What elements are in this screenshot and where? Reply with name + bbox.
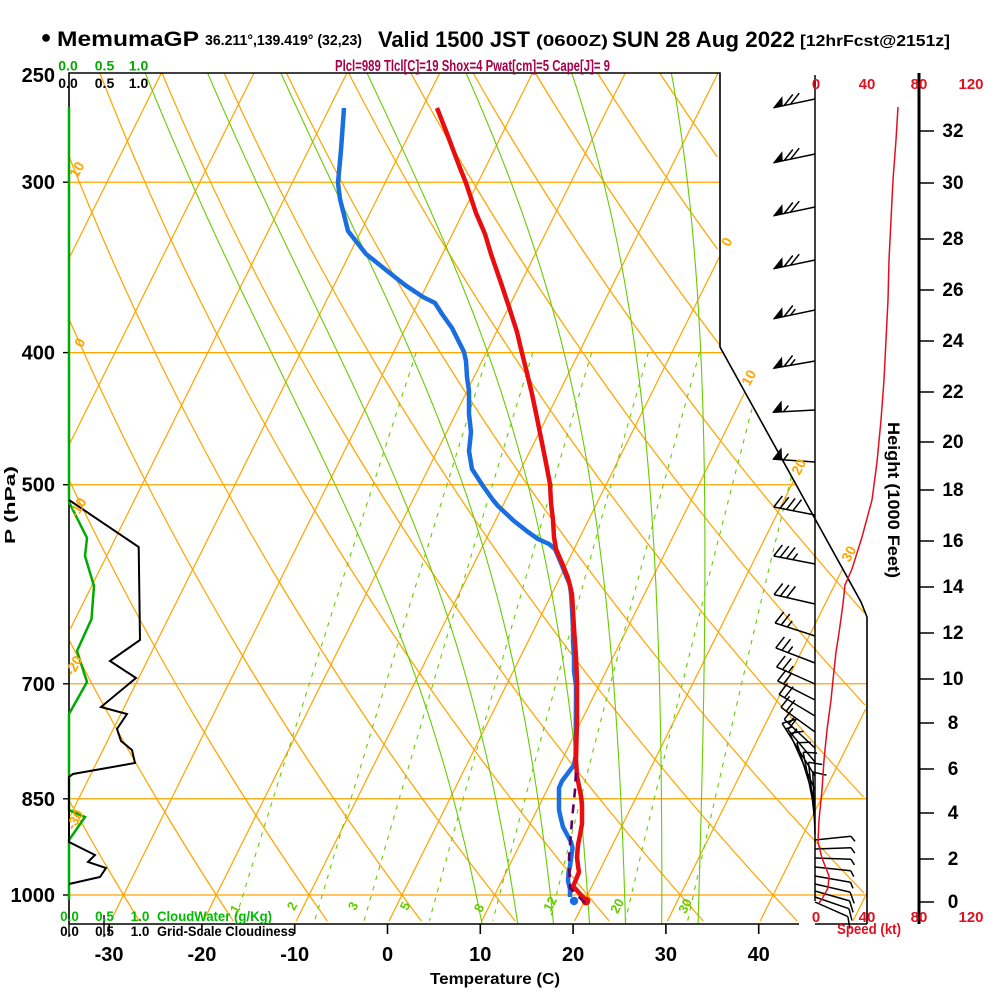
svg-text:0.0: 0.0 bbox=[58, 58, 78, 74]
svg-text:SUN 28 Aug 2022: SUN 28 Aug 2022 bbox=[612, 27, 795, 52]
svg-text:16: 16 bbox=[942, 531, 963, 552]
svg-text:26: 26 bbox=[942, 280, 963, 301]
svg-text:1.0: 1.0 bbox=[129, 58, 149, 74]
svg-text:0: 0 bbox=[812, 909, 820, 926]
svg-text:(0600Z): (0600Z) bbox=[536, 33, 608, 50]
svg-text:-30: -30 bbox=[95, 944, 124, 966]
svg-text:12: 12 bbox=[540, 894, 560, 914]
svg-text:22: 22 bbox=[942, 382, 963, 403]
svg-text:P (hPa): P (hPa) bbox=[2, 466, 19, 544]
svg-text:1.0: 1.0 bbox=[131, 924, 150, 939]
svg-text:700: 700 bbox=[22, 674, 55, 696]
svg-text:300: 300 bbox=[22, 172, 55, 194]
svg-text:-10: -10 bbox=[280, 944, 309, 966]
svg-text:24: 24 bbox=[942, 331, 964, 352]
svg-text:40: 40 bbox=[859, 76, 876, 93]
svg-text:20: 20 bbox=[942, 432, 963, 453]
svg-text:250: 250 bbox=[22, 65, 55, 87]
svg-text:80: 80 bbox=[911, 909, 928, 926]
svg-text:30: 30 bbox=[942, 173, 963, 194]
svg-text:10: 10 bbox=[66, 159, 88, 181]
svg-text:MemumaGP: MemumaGP bbox=[57, 28, 199, 51]
svg-text:40: 40 bbox=[748, 944, 770, 966]
svg-text:6: 6 bbox=[948, 759, 959, 780]
svg-text:8: 8 bbox=[948, 713, 959, 734]
svg-text:0.5: 0.5 bbox=[95, 909, 114, 924]
svg-text:[12hrFcst@2151z]: [12hrFcst@2151z] bbox=[800, 33, 950, 50]
svg-text:0.0: 0.0 bbox=[60, 924, 79, 939]
svg-text:36.211°,139.419° (32,23): 36.211°,139.419° (32,23) bbox=[205, 33, 362, 49]
svg-text:400: 400 bbox=[22, 343, 55, 365]
svg-text:10: 10 bbox=[469, 944, 491, 966]
svg-text:2: 2 bbox=[948, 849, 959, 870]
svg-text:120: 120 bbox=[958, 909, 983, 926]
svg-text:500: 500 bbox=[22, 475, 55, 497]
svg-text:Temperature (C): Temperature (C) bbox=[430, 971, 560, 988]
svg-text:4: 4 bbox=[948, 803, 959, 824]
svg-text:80: 80 bbox=[911, 76, 928, 93]
svg-text:Height (1000 Feet): Height (1000 Feet) bbox=[884, 422, 903, 578]
svg-text:0: 0 bbox=[382, 944, 393, 966]
svg-text:0.5: 0.5 bbox=[95, 75, 115, 91]
svg-text:Grid-Scale Cloudiness: Grid-Scale Cloudiness bbox=[157, 924, 295, 939]
svg-text:Valid 1500 JST: Valid 1500 JST bbox=[378, 27, 531, 52]
svg-text:850: 850 bbox=[22, 789, 55, 811]
svg-text:30: 30 bbox=[655, 944, 677, 966]
svg-text:20: 20 bbox=[607, 896, 627, 916]
svg-text:1.0: 1.0 bbox=[131, 909, 150, 924]
svg-text:Plcl=989 Tlcl[C]=19 Shox=4 Pwa: Plcl=989 Tlcl[C]=19 Shox=4 Pwat[cm]=5 Ca… bbox=[335, 58, 610, 75]
svg-text:0: 0 bbox=[948, 892, 959, 913]
svg-text:20: 20 bbox=[562, 944, 584, 966]
svg-text:CloudWater (g/Kg): CloudWater (g/Kg) bbox=[157, 909, 272, 924]
svg-text:Speed (kt): Speed (kt) bbox=[837, 921, 901, 938]
svg-text:0.5: 0.5 bbox=[95, 58, 115, 74]
svg-text:1.0: 1.0 bbox=[129, 75, 149, 91]
svg-text:40: 40 bbox=[859, 909, 876, 926]
svg-text:10: 10 bbox=[942, 669, 963, 690]
svg-text:-20: -20 bbox=[187, 944, 216, 966]
svg-text:120: 120 bbox=[958, 76, 983, 93]
svg-text:28: 28 bbox=[942, 229, 963, 250]
svg-text:10: 10 bbox=[738, 367, 760, 388]
svg-text:30: 30 bbox=[838, 543, 860, 564]
svg-text:0: 0 bbox=[812, 76, 820, 93]
svg-text:32: 32 bbox=[942, 121, 963, 142]
svg-text:0.5: 0.5 bbox=[95, 924, 114, 939]
svg-text:14: 14 bbox=[942, 577, 964, 598]
svg-text:0.0: 0.0 bbox=[60, 909, 79, 924]
svg-text:●: ● bbox=[41, 27, 52, 47]
svg-text:30: 30 bbox=[675, 896, 695, 916]
svg-text:20: 20 bbox=[788, 456, 810, 477]
svg-text:18: 18 bbox=[942, 480, 963, 501]
svg-text:12: 12 bbox=[942, 623, 963, 644]
svg-text:1000: 1000 bbox=[11, 885, 56, 907]
svg-text:0.0: 0.0 bbox=[58, 75, 78, 91]
